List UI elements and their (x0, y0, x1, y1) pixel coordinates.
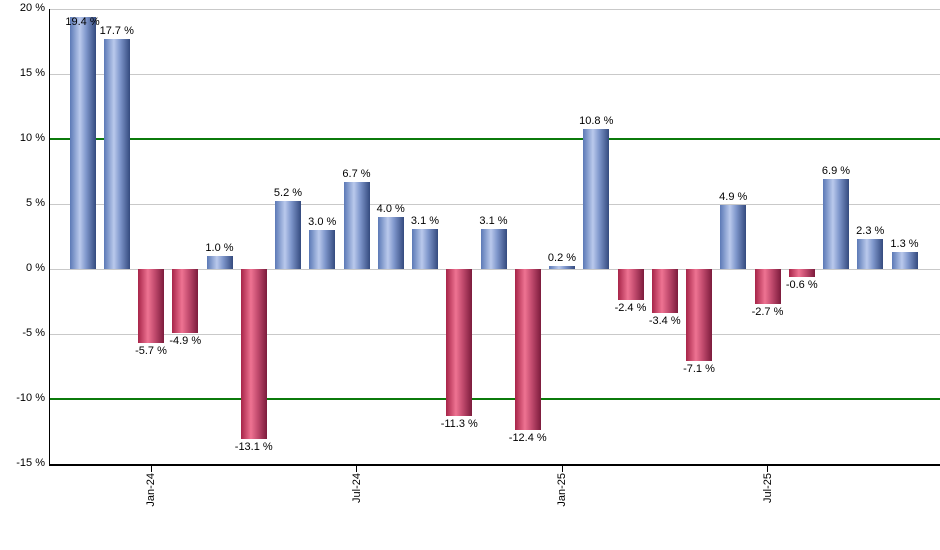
bar-positive (69, 16, 96, 269)
bar-positive (823, 179, 849, 269)
bar-positive (309, 230, 336, 269)
bar-value-label: 10.8 % (579, 114, 614, 127)
y-axis-line (49, 9, 50, 466)
x-axis-tick (150, 464, 152, 472)
bar-negative (754, 269, 781, 305)
bar-value-label: 6.7 % (342, 167, 371, 180)
bar-value-label: 1.0 % (205, 242, 234, 254)
bar-negative (788, 269, 815, 277)
bar-value-label: 3.1 % (410, 214, 440, 227)
bar-value-label: 1.3 % (890, 238, 919, 251)
y-axis-tick-label: 5 % (26, 197, 45, 209)
bar-positive (891, 252, 918, 269)
bar-negative (240, 269, 267, 440)
bar-positive (206, 256, 233, 269)
bar-value-label: 0.2 % (547, 252, 577, 265)
bar-positive (480, 228, 507, 269)
bar-positive (720, 205, 747, 269)
gridline (50, 334, 940, 335)
y-axis-tick-label: -5 % (22, 327, 45, 339)
bar-negative (617, 269, 644, 301)
bar-value-label: 17.7 % (99, 24, 134, 37)
bar-negative (138, 269, 164, 344)
bar-value-label: -2.7 % (751, 306, 784, 319)
y-axis-tick-label: 20 % (19, 2, 45, 14)
x-axis-tick-label: Jan-25 (556, 473, 568, 507)
y-axis-tick-label: -10 % (16, 392, 45, 404)
bar-positive (343, 181, 370, 269)
bar-value-label: 5.2 % (273, 187, 303, 200)
bar-value-label: 3.0 % (308, 216, 337, 228)
bar-value-label: -13.1 % (234, 441, 273, 454)
bar-value-label: 4.9 % (719, 191, 748, 204)
bar-value-label: -11.3 % (440, 417, 478, 430)
bar-negative (172, 269, 199, 333)
bar-value-label: 2.3 % (856, 225, 885, 238)
bar-positive (583, 128, 610, 269)
x-axis-tick (561, 464, 563, 472)
y-axis-tick-label: 15 % (19, 67, 45, 79)
y-axis-tick-label: 0 % (26, 262, 45, 274)
x-axis-tick-label: Jan-24 (145, 473, 157, 507)
highlight-gridline (50, 398, 940, 400)
gridline (50, 74, 940, 75)
bar-negative (514, 269, 541, 431)
gridline (50, 269, 940, 270)
x-axis-tick-label: Jul-25 (761, 473, 774, 503)
x-axis-line (49, 464, 940, 466)
bar-value-label: 3.1 % (479, 214, 508, 227)
bar-value-label: -2.4 % (614, 302, 647, 315)
bar-positive (412, 228, 438, 269)
bar-positive (103, 38, 130, 269)
bar-negative (686, 269, 712, 362)
bar-negative (651, 269, 678, 314)
bar-value-label: -0.6 % (785, 278, 818, 291)
bar-value-label: -12.4 % (508, 432, 547, 445)
bar-positive (549, 266, 575, 269)
highlight-gridline (50, 138, 940, 140)
x-axis-tick (767, 464, 768, 472)
gridline (50, 204, 940, 205)
x-axis-tick-label: Jul-24 (350, 473, 363, 503)
bar-value-label: 6.9 % (821, 165, 851, 178)
bar-value-label: 4.0 % (376, 203, 405, 215)
x-axis-tick (356, 464, 357, 472)
bar-positive (275, 201, 301, 269)
bar-positive (377, 217, 404, 269)
bar-value-label: -5.7 % (135, 345, 167, 358)
y-axis-tick-label: -15 % (16, 457, 45, 469)
bar-value-label: 19.4 % (65, 16, 100, 28)
bar-value-label: -7.1 % (683, 363, 715, 376)
y-axis-tick-label: 10 % (19, 132, 45, 144)
bar-value-label: -3.4 % (648, 315, 681, 328)
gridline (50, 9, 940, 10)
bar-value-label: -4.9 % (169, 334, 202, 347)
bar-negative (446, 269, 473, 416)
bar-positive (857, 239, 884, 269)
